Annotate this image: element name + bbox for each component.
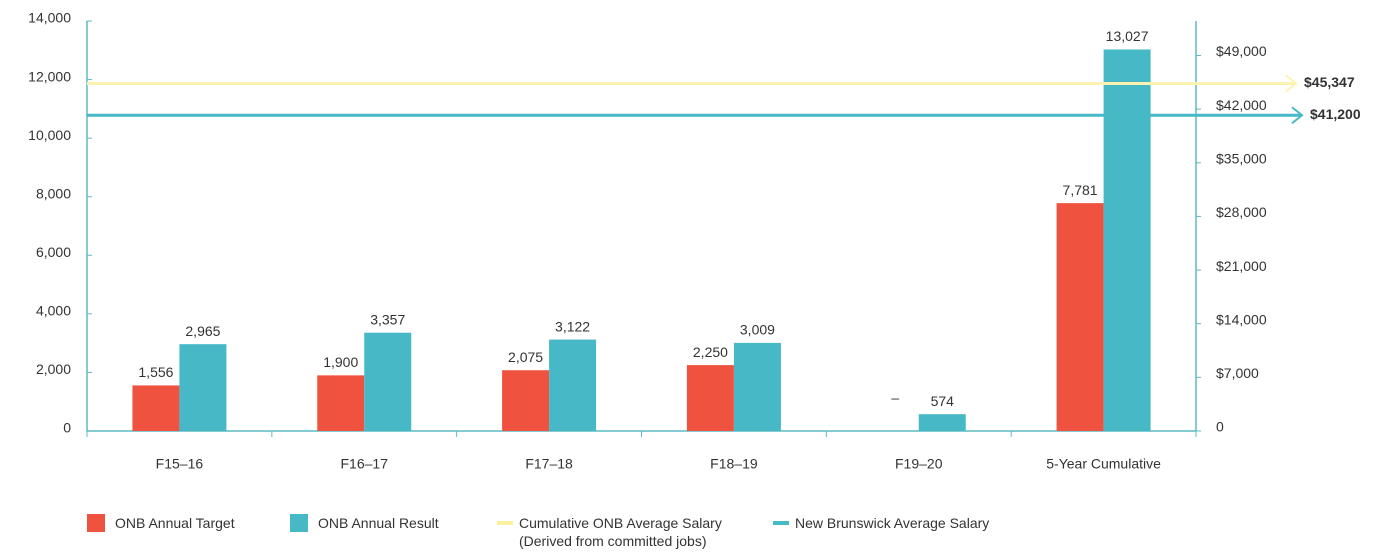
x-tick-label: F15–16 xyxy=(156,456,204,472)
bar xyxy=(686,365,734,431)
value-label: 1,900 xyxy=(323,354,358,370)
y2-tick-label: $14,000 xyxy=(1216,311,1267,327)
value-label: 3,122 xyxy=(555,318,590,334)
arrow-head xyxy=(1285,74,1298,93)
bar xyxy=(918,414,966,431)
value-label: 2,075 xyxy=(508,349,543,365)
legend-marker xyxy=(290,514,308,532)
reference-label: $45,347 xyxy=(1304,74,1355,90)
y2-tick-label: $49,000 xyxy=(1216,43,1267,59)
y-tick-label: 4,000 xyxy=(36,303,71,319)
y-tick-label: 2,000 xyxy=(36,361,71,377)
x-tick-label: F16–17 xyxy=(341,456,389,472)
legend-item: New Brunswick Average Salary xyxy=(773,514,1027,532)
x-tick-label: F19–20 xyxy=(895,456,943,472)
arrow-head xyxy=(1291,106,1304,125)
value-label: 3,009 xyxy=(740,322,775,338)
y2-tick-label: $21,000 xyxy=(1216,258,1267,274)
x-tick-label: 5-Year Cumulative xyxy=(1046,456,1161,472)
value-label: 1,556 xyxy=(138,364,173,380)
legend-label: Cumulative ONB Average Salary (Derived f… xyxy=(519,515,722,549)
y-tick-label: 12,000 xyxy=(28,68,71,84)
bar xyxy=(1056,203,1104,431)
legend-label: ONB Annual Result xyxy=(318,515,439,531)
value-label: – xyxy=(891,390,899,406)
x-tick-label: F18–19 xyxy=(710,456,758,472)
y-tick-label: 0 xyxy=(63,420,71,436)
y2-tick-label: $28,000 xyxy=(1216,204,1267,220)
value-label: 3,357 xyxy=(370,311,405,327)
y2-tick-label: $42,000 xyxy=(1216,97,1267,113)
legend-item: Cumulative ONB Average Salary (Derived f… xyxy=(497,514,751,550)
value-label: 13,027 xyxy=(1106,28,1149,44)
value-label: 2,965 xyxy=(185,323,220,339)
legend-label: New Brunswick Average Salary xyxy=(795,515,990,531)
bar xyxy=(733,342,781,431)
y-tick-label: 14,000 xyxy=(28,10,71,26)
value-label: 7,781 xyxy=(1063,182,1098,198)
bar xyxy=(549,339,597,431)
bar xyxy=(364,332,412,431)
y-tick-label: 8,000 xyxy=(36,185,71,201)
bar xyxy=(1103,49,1151,432)
legend-marker xyxy=(497,521,513,525)
legend-marker xyxy=(773,521,789,525)
legend-label: ONB Annual Target xyxy=(115,515,235,531)
x-tick-label: F17–18 xyxy=(525,456,573,472)
y2-tick-label: $7,000 xyxy=(1216,365,1259,381)
bar xyxy=(132,385,180,431)
legend-item: ONB Annual Target xyxy=(87,514,355,532)
value-label: 574 xyxy=(931,393,955,409)
reference-label: $41,200 xyxy=(1310,106,1361,122)
y2-tick-label: $35,000 xyxy=(1216,150,1267,166)
value-label: 2,250 xyxy=(693,344,728,360)
bar xyxy=(179,344,227,431)
bar xyxy=(317,375,365,431)
legend-marker xyxy=(87,514,105,532)
bar xyxy=(502,370,550,431)
y-tick-label: 10,000 xyxy=(28,127,71,143)
y2-tick-label: 0 xyxy=(1216,419,1224,435)
y-tick-label: 6,000 xyxy=(36,244,71,260)
legend-item: ONB Annual Result xyxy=(290,514,558,532)
